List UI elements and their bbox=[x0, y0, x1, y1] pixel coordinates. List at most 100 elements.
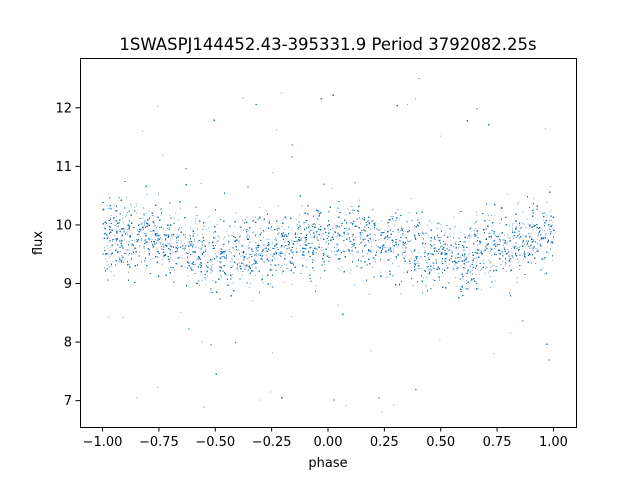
data-point bbox=[424, 249, 426, 251]
data-point bbox=[384, 247, 386, 249]
data-point bbox=[369, 217, 371, 218]
data-point bbox=[152, 230, 153, 232]
data-point bbox=[143, 248, 145, 250]
data-point bbox=[271, 352, 273, 354]
data-point bbox=[212, 258, 213, 260]
data-point bbox=[458, 247, 459, 249]
data-point bbox=[204, 255, 206, 257]
data-point bbox=[119, 250, 121, 252]
data-point bbox=[254, 235, 256, 237]
data-point bbox=[488, 260, 490, 261]
data-point bbox=[541, 267, 543, 269]
data-point bbox=[247, 247, 249, 249]
data-point bbox=[256, 262, 258, 264]
data-point bbox=[349, 252, 351, 254]
data-point bbox=[507, 234, 509, 236]
data-point bbox=[169, 227, 171, 229]
data-point bbox=[444, 233, 446, 235]
data-point bbox=[142, 229, 144, 231]
data-point bbox=[544, 273, 546, 275]
data-point bbox=[157, 234, 158, 236]
data-point bbox=[156, 240, 158, 242]
data-point bbox=[448, 263, 450, 265]
data-point bbox=[394, 224, 396, 226]
data-point bbox=[337, 304, 339, 306]
data-point bbox=[228, 274, 230, 276]
data-point bbox=[184, 249, 185, 251]
data-point bbox=[116, 241, 118, 242]
data-point bbox=[256, 255, 258, 257]
data-point bbox=[176, 245, 178, 247]
data-point bbox=[235, 239, 237, 241]
data-point bbox=[245, 266, 247, 268]
data-point bbox=[227, 243, 229, 245]
data-point bbox=[258, 253, 260, 254]
data-point bbox=[217, 235, 219, 237]
data-point bbox=[382, 246, 384, 248]
data-point bbox=[537, 248, 539, 250]
data-point bbox=[263, 248, 265, 250]
data-point bbox=[272, 247, 273, 249]
data-point bbox=[515, 242, 517, 244]
data-point bbox=[493, 265, 495, 267]
data-point bbox=[306, 221, 307, 223]
data-point bbox=[336, 247, 338, 249]
data-point bbox=[481, 253, 483, 255]
data-point bbox=[447, 244, 448, 246]
data-point bbox=[381, 220, 383, 222]
data-point bbox=[345, 405, 347, 406]
data-point bbox=[409, 227, 410, 229]
data-point bbox=[387, 223, 389, 225]
data-point bbox=[163, 256, 165, 258]
data-point bbox=[476, 211, 478, 213]
data-point bbox=[387, 259, 388, 261]
data-point bbox=[530, 233, 532, 234]
data-point bbox=[276, 230, 278, 231]
data-point bbox=[375, 245, 377, 246]
data-point bbox=[545, 235, 547, 237]
data-point bbox=[372, 209, 374, 211]
data-point bbox=[209, 267, 211, 269]
data-point bbox=[529, 247, 531, 249]
data-point bbox=[122, 317, 124, 318]
data-point bbox=[259, 228, 261, 229]
data-point bbox=[127, 223, 129, 225]
data-point bbox=[442, 268, 443, 270]
data-point bbox=[474, 223, 476, 225]
data-point bbox=[265, 254, 267, 256]
data-point bbox=[498, 238, 500, 240]
data-point bbox=[155, 230, 157, 232]
data-point bbox=[275, 237, 276, 239]
data-point bbox=[255, 254, 257, 256]
data-point bbox=[139, 230, 141, 232]
data-point bbox=[487, 215, 489, 217]
data-point bbox=[469, 237, 471, 239]
data-point bbox=[427, 234, 429, 236]
data-point bbox=[552, 241, 553, 242]
data-point bbox=[299, 249, 301, 251]
data-point bbox=[445, 231, 447, 233]
data-point bbox=[470, 235, 472, 237]
data-point bbox=[136, 212, 138, 214]
data-point bbox=[234, 225, 235, 227]
data-point bbox=[503, 234, 505, 236]
data-point bbox=[243, 229, 244, 231]
data-point bbox=[525, 235, 527, 236]
data-point bbox=[261, 259, 263, 261]
data-point bbox=[524, 244, 526, 245]
data-point bbox=[166, 234, 168, 236]
data-point bbox=[346, 227, 348, 229]
data-point bbox=[410, 258, 412, 260]
data-point bbox=[111, 261, 113, 263]
data-point bbox=[472, 262, 474, 264]
data-point bbox=[201, 246, 203, 248]
data-point bbox=[392, 220, 394, 222]
chart-title: 1SWASPJ144452.43-395331.9 Period 3792082… bbox=[119, 35, 536, 54]
data-point bbox=[123, 239, 125, 241]
data-point bbox=[142, 217, 144, 219]
data-point bbox=[511, 252, 513, 254]
data-point bbox=[275, 251, 277, 253]
data-point bbox=[205, 279, 207, 281]
data-point bbox=[168, 267, 170, 269]
data-point bbox=[262, 282, 264, 284]
